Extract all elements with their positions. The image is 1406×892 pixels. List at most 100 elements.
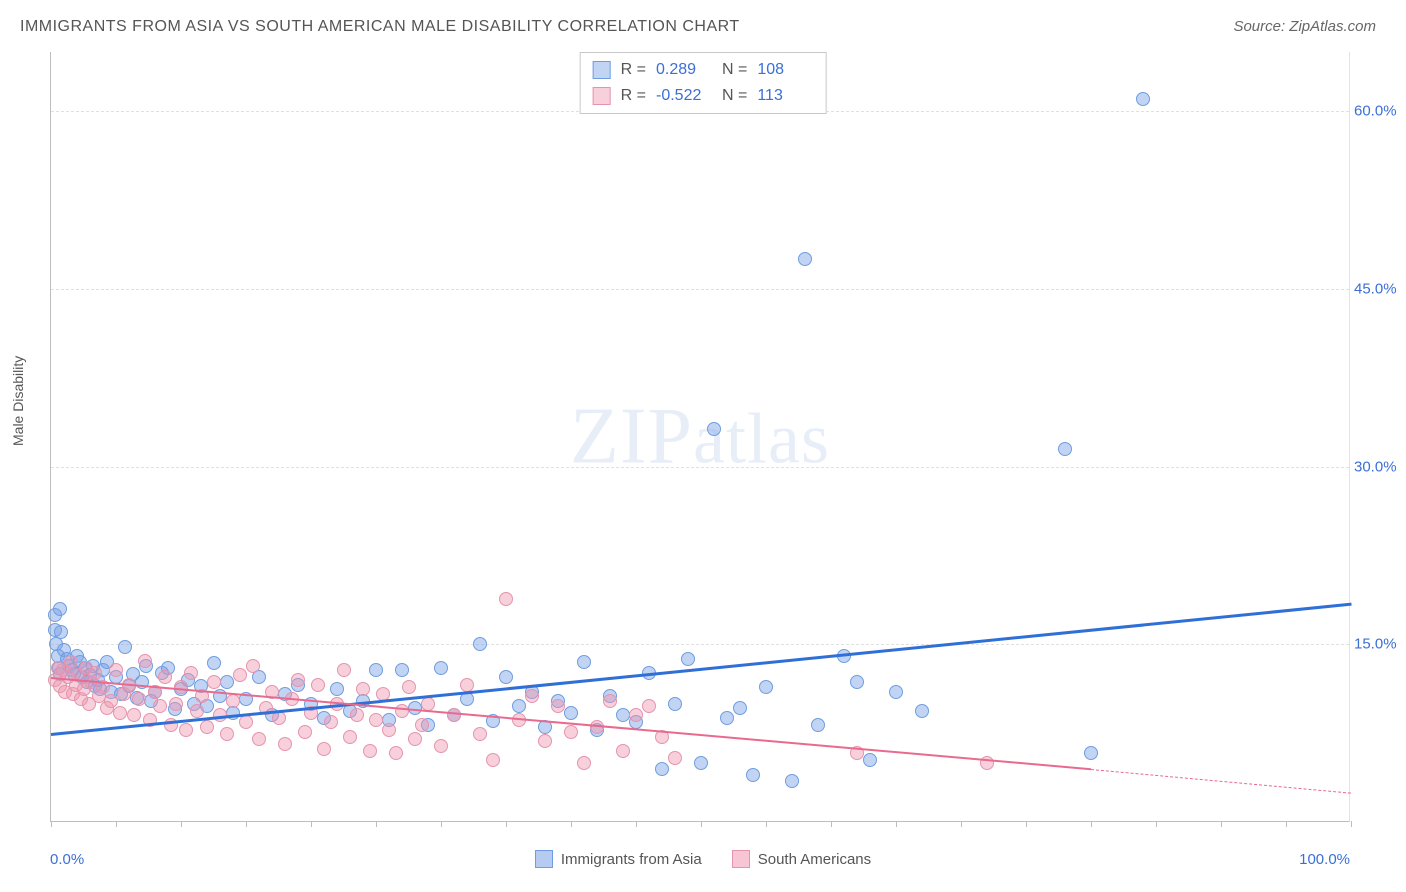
data-point	[525, 689, 539, 703]
stat-N-sa: 113	[757, 83, 813, 109]
data-point	[798, 252, 812, 266]
series-legend: Immigrants from Asia South Americans	[0, 850, 1406, 868]
x-minor-tick	[571, 821, 572, 827]
y-tick-label: 60.0%	[1354, 103, 1406, 120]
data-point	[369, 713, 383, 727]
y-tick-label: 45.0%	[1354, 280, 1406, 297]
swatch-asia	[593, 61, 611, 79]
data-point	[889, 685, 903, 699]
stat-label-R: R =	[621, 57, 646, 83]
gridline	[51, 289, 1349, 290]
legend-item-asia: Immigrants from Asia	[535, 850, 702, 868]
data-point	[681, 652, 695, 666]
x-minor-tick	[1026, 821, 1027, 827]
x-minor-tick	[441, 821, 442, 827]
watermark: ZIPatlas	[570, 391, 830, 482]
y-tick-label: 15.0%	[1354, 636, 1406, 653]
data-point	[179, 723, 193, 737]
trend-line	[1091, 769, 1351, 794]
gridline	[51, 467, 1349, 468]
x-minor-tick	[1286, 821, 1287, 827]
plot-area: ZIPatlas 15.0%30.0%45.0%60.0%	[50, 52, 1350, 822]
data-point	[291, 673, 305, 687]
data-point	[324, 715, 338, 729]
data-point	[863, 753, 877, 767]
stat-R-asia: 0.289	[656, 57, 712, 83]
data-point	[434, 661, 448, 675]
data-point	[220, 675, 234, 689]
x-minor-tick	[181, 821, 182, 827]
data-point	[132, 692, 146, 706]
x-minor-tick	[766, 821, 767, 827]
data-point	[88, 666, 102, 680]
data-point	[616, 744, 630, 758]
data-point	[207, 675, 221, 689]
data-point	[538, 734, 552, 748]
data-point	[54, 625, 68, 639]
stat-label-N: N =	[722, 83, 747, 109]
data-point	[53, 602, 67, 616]
data-point	[408, 732, 422, 746]
data-point	[460, 678, 474, 692]
x-minor-tick	[831, 821, 832, 827]
data-point	[733, 701, 747, 715]
data-point	[473, 727, 487, 741]
data-point	[369, 663, 383, 677]
data-point	[616, 708, 630, 722]
x-minor-tick	[896, 821, 897, 827]
data-point	[499, 670, 513, 684]
stat-label-R: R =	[621, 83, 646, 109]
data-point	[113, 706, 127, 720]
x-minor-tick	[246, 821, 247, 827]
data-point	[850, 675, 864, 689]
x-minor-tick	[311, 821, 312, 827]
gridline	[51, 644, 1349, 645]
legend-item-sa: South Americans	[732, 850, 871, 868]
data-point	[337, 663, 351, 677]
data-point	[239, 715, 253, 729]
data-point	[343, 730, 357, 744]
x-minor-tick	[701, 821, 702, 827]
data-point	[356, 682, 370, 696]
data-point	[577, 756, 591, 770]
data-point	[402, 680, 416, 694]
data-point	[226, 694, 240, 708]
data-point	[252, 732, 266, 746]
data-point	[1058, 442, 1072, 456]
data-point	[811, 718, 825, 732]
x-minor-tick	[1351, 821, 1352, 827]
data-point	[434, 739, 448, 753]
x-minor-tick	[506, 821, 507, 827]
data-point	[499, 592, 513, 606]
data-point	[720, 711, 734, 725]
data-point	[785, 774, 799, 788]
data-point	[1084, 746, 1098, 760]
data-point	[395, 663, 409, 677]
data-point	[473, 637, 487, 651]
legend-row-asia: R = 0.289 N = 108	[593, 57, 814, 83]
data-point	[746, 768, 760, 782]
data-point	[512, 699, 526, 713]
y-axis-title: Male Disability	[10, 356, 26, 446]
data-point	[190, 704, 204, 718]
correlation-legend: R = 0.289 N = 108 R = -0.522 N = 113	[580, 52, 827, 114]
data-point	[655, 762, 669, 776]
x-minor-tick	[51, 821, 52, 827]
data-point	[207, 656, 221, 670]
swatch-sa-icon	[732, 850, 750, 868]
swatch-sa	[593, 87, 611, 105]
data-point	[551, 699, 565, 713]
data-point	[64, 655, 78, 669]
data-point	[915, 704, 929, 718]
data-point	[138, 654, 152, 668]
data-point	[350, 708, 364, 722]
data-point	[564, 706, 578, 720]
data-point	[668, 751, 682, 765]
data-point	[707, 422, 721, 436]
data-point	[233, 668, 247, 682]
data-point	[603, 694, 617, 708]
legend-label-sa: South Americans	[758, 851, 871, 868]
x-minor-tick	[961, 821, 962, 827]
data-point	[363, 744, 377, 758]
x-minor-tick	[1091, 821, 1092, 827]
